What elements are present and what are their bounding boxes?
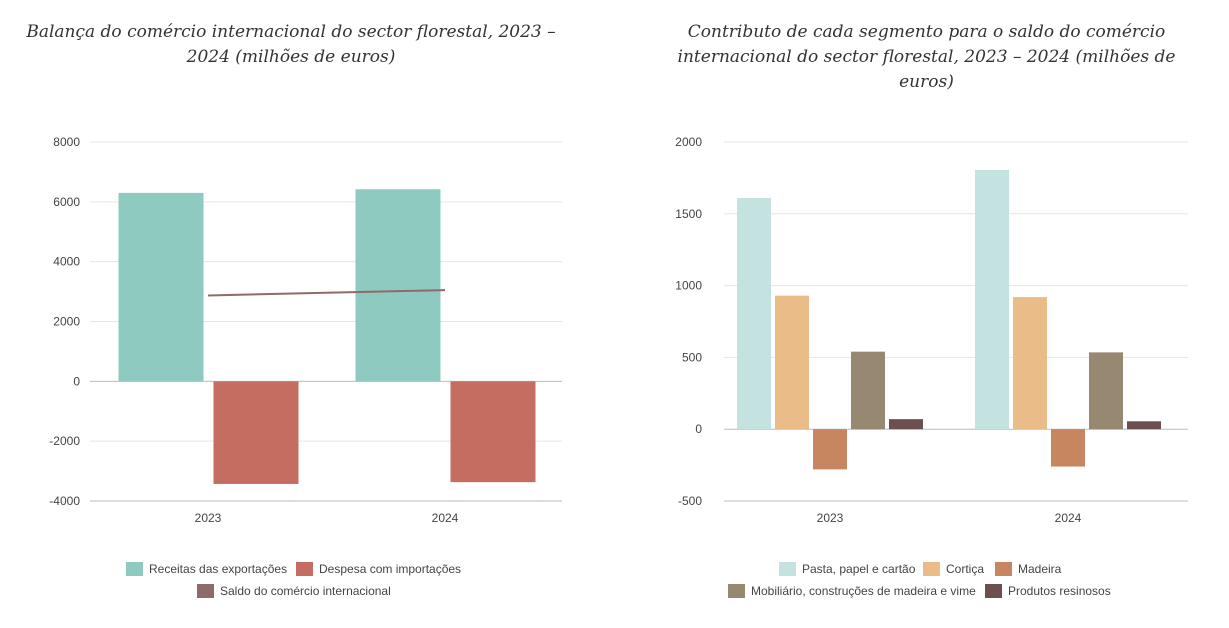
legend-item-mobiliario-construcoes-de-madeira-e-vime: Mobiliário, construções de madeira e vim…: [728, 584, 976, 598]
y-tick-label: 6000: [53, 195, 80, 209]
y-tick-label: 1500: [675, 207, 702, 221]
legend-swatch: [296, 562, 313, 576]
bar-despesa-com-importacoes-2023: [213, 381, 299, 484]
legend-item-receitas-das-exportacoes: Receitas das exportações: [126, 562, 287, 576]
legend-swatch: [728, 584, 745, 598]
legend-swatch: [985, 584, 1002, 598]
legend-label: Madeira: [1018, 562, 1062, 576]
line-saldo-do-comercio-internacional: [207, 289, 446, 297]
bar-despesa-com-importacoes-2024: [450, 381, 536, 483]
y-tick-label: 500: [682, 350, 702, 364]
legend-item-pasta-papel-e-cartao: Pasta, papel e cartão: [779, 562, 916, 576]
y-tick-label: 2000: [53, 315, 80, 329]
legend-label: Receitas das exportações: [149, 562, 287, 576]
legend-label: Mobiliário, construções de madeira e vim…: [751, 584, 976, 598]
legend-label: Saldo do comércio internacional: [220, 584, 391, 598]
x-tick-label: 2024: [432, 511, 459, 525]
y-tick-label: -2000: [49, 434, 80, 448]
legend-item-despesa-com-importacoes: Despesa com importações: [296, 562, 461, 576]
y-tick-label: 2000: [675, 135, 702, 149]
legend-label: Despesa com importações: [319, 562, 461, 576]
bar-pasta-papel-e-cartao-2024: [975, 170, 1009, 430]
chart-panel-segment-contribution: Contributo de cada segmento para o saldo…: [614, 0, 1229, 628]
x-tick-label: 2024: [1055, 511, 1082, 525]
chart-trade-balance: 8000 6000 4000 2000 0 -2000 -4000 2023 2024 Recei…: [49, 135, 562, 598]
bar-cortica-2023: [775, 295, 809, 430]
y-tick-label: 0: [695, 422, 702, 436]
y-tick-label: 8000: [53, 135, 80, 149]
x-tick-label: 2023: [817, 511, 844, 525]
bar-produtos-resinosos-2023: [889, 419, 923, 430]
chart-panel-trade-balance: Balança do comércio internacional do sec…: [0, 0, 600, 628]
legend-item-saldo-do-comercio-internacional: Saldo do comércio internacional: [197, 584, 391, 598]
bar-mobiliario-construcoes-de-madeira-e-vime-2024: [1089, 352, 1123, 430]
chart-segment-contribution: 2000 1500 1000 500 0 -500 2023 2024 Pasta, papel…: [675, 135, 1188, 598]
legend-label: Pasta, papel e cartão: [802, 562, 916, 576]
y-tick-label: 4000: [53, 255, 80, 269]
x-tick-label: 2023: [195, 511, 222, 525]
bar-receitas-das-exportacoes-2024: [355, 189, 441, 382]
legend-swatch: [126, 562, 143, 576]
legend-item-cortica: Cortiça: [923, 562, 984, 576]
legend-swatch: [923, 562, 940, 576]
legend-swatch: [197, 584, 214, 598]
legend-swatch: [995, 562, 1012, 576]
bar-pasta-papel-e-cartao-2023: [737, 198, 771, 430]
y-tick-label: -500: [678, 494, 702, 508]
chart-title: Balança do comércio internacional do sec…: [26, 22, 556, 67]
legend-item-produtos-resinosos: Produtos resinosos: [985, 584, 1111, 598]
legend-label: Cortiça: [946, 562, 984, 576]
chart-title: Contributo de cada segmento para o saldo…: [677, 22, 1176, 92]
legend-item-madeira: Madeira: [995, 562, 1062, 576]
bar-mobiliario-construcoes-de-madeira-e-vime-2023: [851, 351, 885, 430]
legend-swatch: [779, 562, 796, 576]
bar-madeira-2023: [813, 429, 847, 470]
bar-madeira-2024: [1051, 429, 1085, 467]
bar-produtos-resinosos-2024: [1127, 421, 1161, 430]
legend-label: Produtos resinosos: [1008, 584, 1111, 598]
bar-receitas-das-exportacoes-2023: [118, 192, 204, 382]
y-tick-label: 0: [73, 374, 80, 388]
bar-cortica-2024: [1013, 297, 1047, 430]
y-tick-label: 1000: [675, 279, 702, 293]
y-tick-label: -4000: [49, 494, 80, 508]
